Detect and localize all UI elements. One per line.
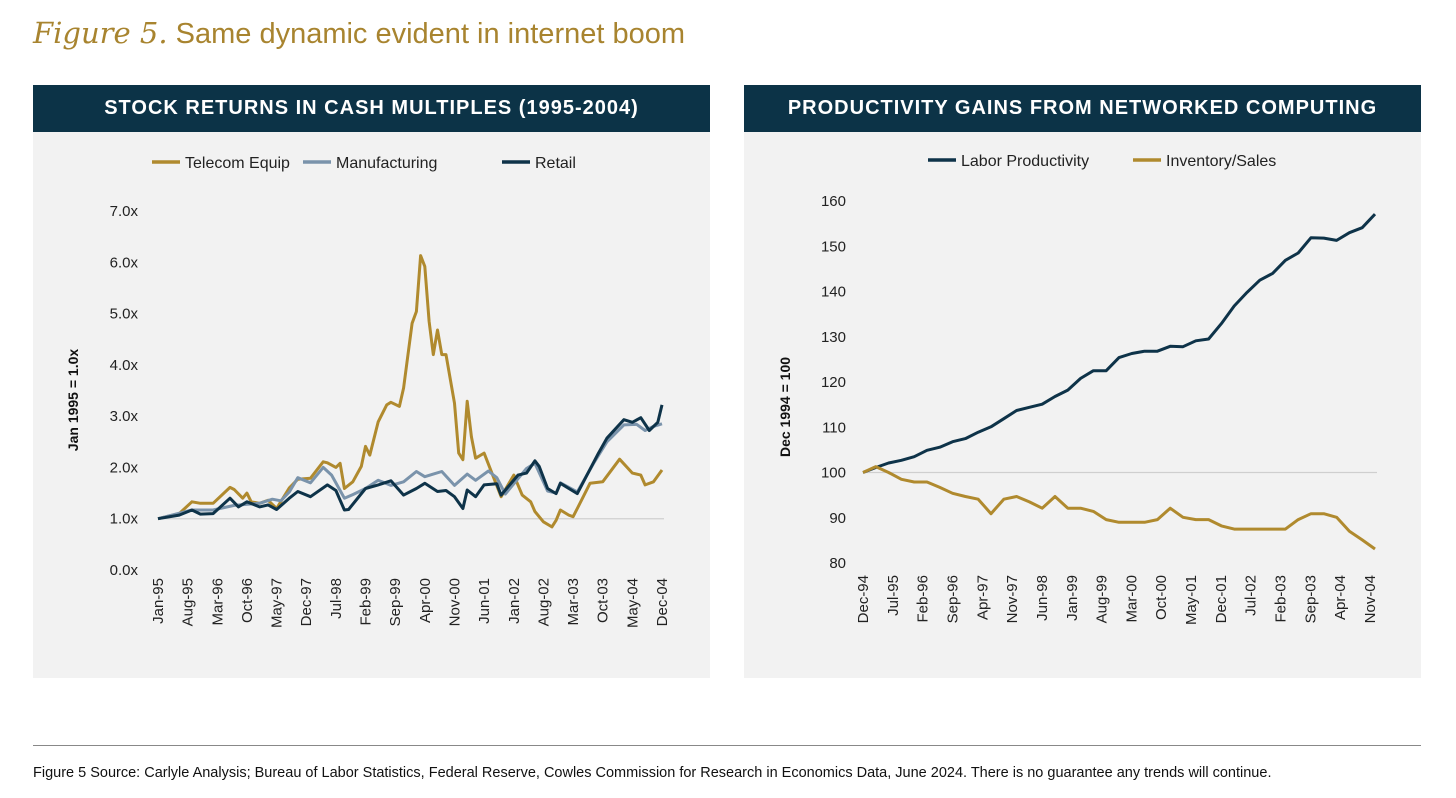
source-note: Figure 5 Source: Carlyle Analysis; Burea… xyxy=(33,765,1272,781)
x-tick-label: Sep-99 xyxy=(387,578,404,626)
legend-label: Labor Productivity xyxy=(961,153,1089,170)
legend-label: Manufacturing xyxy=(336,155,437,172)
x-tick-label: Nov-00 xyxy=(446,578,463,626)
x-tick-label: Feb-03 xyxy=(1273,575,1290,623)
series-line-telecom-equip xyxy=(157,254,664,529)
y-tick-label: 2.0x xyxy=(110,459,139,476)
x-tick-label: May-01 xyxy=(1183,575,1200,625)
productivity-panel: PRODUCTIVITY GAINS FROM NETWORKED COMPUT… xyxy=(744,85,1421,678)
x-tick-label: Aug-02 xyxy=(535,578,552,626)
x-tick-label: Aug-99 xyxy=(1094,575,1111,623)
divider xyxy=(33,745,1421,746)
x-tick-label: May-97 xyxy=(269,578,286,628)
stock-returns-title: STOCK RETURNS IN CASH MULTIPLES (1995-20… xyxy=(33,85,710,132)
series-line-labor-productivity xyxy=(862,213,1377,474)
x-tick-label: Oct-00 xyxy=(1153,575,1170,620)
stock-returns-chart: 0.0x 1.0x 2.0x 3.0x 4.0x 5.0x 6.0x 7.0x Jan-95 Au… xyxy=(65,155,671,628)
x-tick-label: Jul-02 xyxy=(1243,575,1260,616)
x-tick-label: Mar-96 xyxy=(209,578,226,626)
y-tick-label: 150 xyxy=(821,238,846,255)
x-tick-label: Jan-99 xyxy=(1064,575,1081,621)
x-tick-label: Jan-02 xyxy=(506,578,523,624)
x-tick-label: Nov-97 xyxy=(1004,575,1021,623)
x-tick-label: Oct-03 xyxy=(595,578,612,623)
x-tick-label: May-04 xyxy=(624,578,641,628)
y-tick-label: 160 xyxy=(821,193,846,210)
legend-label: Inventory/Sales xyxy=(1166,153,1276,170)
x-tick-label: Dec-94 xyxy=(855,575,872,623)
legend-label: Retail xyxy=(535,155,576,172)
y-tick-label: 130 xyxy=(821,329,846,346)
y-tick-label: 100 xyxy=(821,465,846,482)
y-tick-label: 120 xyxy=(821,374,846,391)
y-tick-label: 4.0x xyxy=(110,357,139,374)
y-tick-label: 80 xyxy=(829,555,846,572)
productivity-chart: 80 90 100 110 120 130 140 150 160 Dec-94 Jul-95 Feb… xyxy=(777,153,1379,625)
x-tick-label: Feb-96 xyxy=(915,575,932,623)
series-line-manufacturing xyxy=(157,422,663,521)
x-tick-label: Sep-96 xyxy=(944,575,961,623)
y-tick-label: 3.0x xyxy=(110,408,139,425)
x-tick-label: Nov-04 xyxy=(1362,575,1379,623)
figure-number: Figure 5. xyxy=(33,16,168,50)
y-axis-label: Dec 1994 = 100 xyxy=(777,357,793,457)
y-axis-label: Jan 1995 = 1.0x xyxy=(65,349,81,452)
productivity-title: PRODUCTIVITY GAINS FROM NETWORKED COMPUT… xyxy=(744,85,1421,132)
x-tick-label: Sep-03 xyxy=(1302,575,1319,623)
x-tick-label: Jun-98 xyxy=(1034,575,1051,621)
x-tick-label: Oct-96 xyxy=(239,578,256,623)
figure-title: Figure 5. Same dynamic evident in intern… xyxy=(33,16,685,51)
y-tick-label: 140 xyxy=(821,284,846,301)
y-tick-label: 5.0x xyxy=(110,306,139,323)
x-tick-label: Jun-01 xyxy=(476,578,493,624)
x-tick-label: Aug-95 xyxy=(180,578,197,626)
y-tick-label: 6.0x xyxy=(110,254,139,271)
x-tick-label: Mar-00 xyxy=(1123,575,1140,623)
x-tick-label: Dec-04 xyxy=(654,578,671,626)
series-line-inventory-sales xyxy=(862,465,1376,551)
y-tick-label: 90 xyxy=(829,510,846,527)
x-tick-label: Apr-00 xyxy=(417,578,434,623)
x-tick-label: Apr-04 xyxy=(1332,575,1349,620)
x-tick-label: Mar-03 xyxy=(565,578,582,626)
x-tick-label: Jul-98 xyxy=(328,578,345,619)
y-tick-label: 110 xyxy=(822,419,846,436)
x-tick-label: Apr-97 xyxy=(974,575,991,620)
y-tick-label: 7.0x xyxy=(110,203,139,220)
x-tick-label: Dec-97 xyxy=(298,578,315,626)
x-tick-label: Feb-99 xyxy=(358,578,375,626)
series-line-retail xyxy=(157,404,664,521)
y-tick-label: 1.0x xyxy=(110,511,139,528)
legend-label: Telecom Equip xyxy=(185,155,290,172)
x-tick-label: Jan-95 xyxy=(150,578,167,624)
x-tick-label: Dec-01 xyxy=(1213,575,1230,623)
stock-returns-panel: STOCK RETURNS IN CASH MULTIPLES (1995-20… xyxy=(33,85,710,678)
figure-title-text: Same dynamic evident in internet boom xyxy=(175,18,686,50)
x-tick-label: Jul-95 xyxy=(885,575,902,616)
y-tick-label: 0.0x xyxy=(110,562,139,579)
